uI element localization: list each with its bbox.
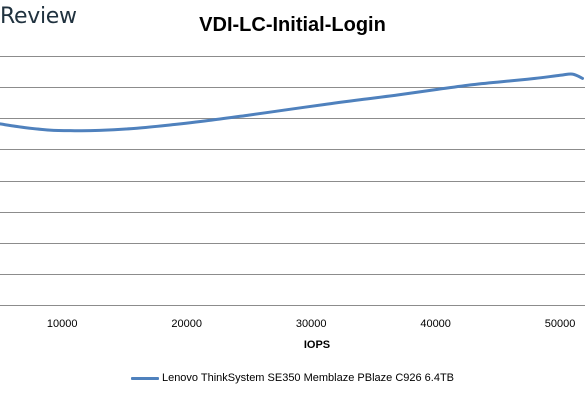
chart-title: VDI-LC-Initial-Login [199,14,386,36]
gridlines [0,56,585,306]
series-layer [0,72,584,133]
legend-series-label: Lenovo ThinkSystem SE350 Memblaze PBlaze… [161,372,455,385]
legend: Lenovo ThinkSystem SE350 Memblaze PBlaze… [0,372,585,384]
x-tick-label-2: 30000 [296,318,327,330]
x-tick-label-3: 40000 [420,318,451,330]
x-axis-label: IOPS [304,339,330,351]
brand-logo-text: Review [0,4,77,29]
x-tick-label-1: 20000 [171,318,202,330]
series-line-0 [0,72,584,133]
x-tick-label-0: 10000 [47,318,78,330]
legend-swatch [130,376,159,380]
x-tick-label-4: 50000 [545,318,576,330]
x-tick-labels: 10000 20000 30000 40000 50000 [47,318,575,330]
